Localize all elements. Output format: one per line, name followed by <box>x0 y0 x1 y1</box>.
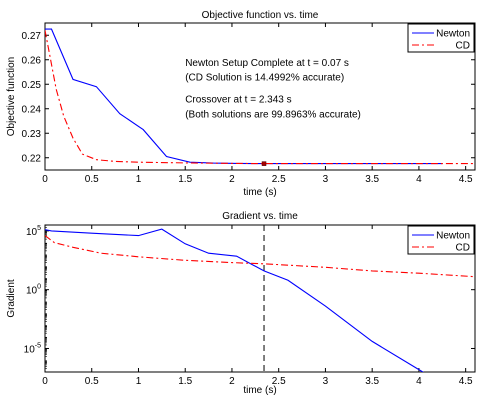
annotation-text: (CD Solution is 14.4992% accurate) <box>185 73 344 84</box>
y-axis-label: Objective function <box>6 57 17 137</box>
annotation-text: Crossover at t = 2.343 s <box>185 95 291 106</box>
legend-box <box>407 23 475 53</box>
chart-title: Objective function vs. time <box>202 10 319 21</box>
x-tick-label: 2.5 <box>272 174 286 185</box>
legend-label-cd: CD <box>456 41 470 52</box>
x-tick-label: 1 <box>136 174 142 185</box>
x-tick-label: 2.5 <box>272 376 286 387</box>
plot-area <box>45 228 475 372</box>
plot-frame <box>44 224 476 373</box>
annotation-text: (Both solutions are 99.8963% accurate) <box>185 109 361 120</box>
y-tick-exponent: 5 <box>37 225 41 232</box>
x-tick-label: 4 <box>416 376 422 387</box>
y-tick-exponent: 0 <box>37 284 41 291</box>
legend-label-cd: CD <box>456 243 470 254</box>
y-tick-label: 0.23 <box>22 129 42 140</box>
x-tick-label: 1.5 <box>178 174 192 185</box>
objective-chart: Objective function vs. time 0 0.5 1 1.5 2 2.5 3… <box>6 10 476 198</box>
x-axis-label: time (s) <box>243 385 276 396</box>
x-tick-label: 1.5 <box>178 376 192 387</box>
y-tick-label: 0.25 <box>22 80 42 91</box>
x-tick-label: 0.5 <box>85 376 99 387</box>
x-tick-label: 0 <box>42 174 48 185</box>
x-tick-label: 0 <box>42 376 48 387</box>
x-tick-label: 1 <box>136 376 142 387</box>
y-tick-label: 105 <box>26 225 41 238</box>
x-tick-label: 2 <box>229 376 235 387</box>
x-tick-label: 4.5 <box>459 376 473 387</box>
x-tick-label: 0.5 <box>85 174 99 185</box>
y-tick-base: 10 <box>24 344 36 355</box>
y-tick-exponent: -5 <box>35 342 41 349</box>
y-tick-label: 0.26 <box>22 55 42 66</box>
x-tick-label: 3.5 <box>365 376 379 387</box>
plot-frame <box>44 22 476 171</box>
annotation-text: Newton Setup Complete at t = 0.07 s <box>185 58 349 69</box>
legend-label-newton: Newton <box>436 29 470 40</box>
x-tick-label: 3 <box>323 376 329 387</box>
y-tick-label: 0.27 <box>22 31 42 42</box>
y-tick-label: 0.22 <box>22 153 42 164</box>
x-tick-label: 3.5 <box>365 174 379 185</box>
x-tick-label: 3 <box>323 174 329 185</box>
x-tick-label: 2 <box>229 174 235 185</box>
y-tick-base: 10 <box>26 227 38 238</box>
y-axis-label: Gradient <box>6 279 17 318</box>
series-line-cd <box>45 235 475 278</box>
y-tick-label: 0.24 <box>22 104 42 115</box>
legend-label-newton: Newton <box>436 231 470 242</box>
gradient-chart: Gradient vs. time 0 0.5 1 1.5 2 2.5 3 3.5 4 4.5 tim… <box>6 211 476 396</box>
x-axis-label: time (s) <box>243 187 276 198</box>
crossover-marker <box>261 161 267 166</box>
y-tick-label: 10-5 <box>24 342 41 355</box>
y-tick-label: 100 <box>26 284 41 297</box>
legend-box <box>407 225 475 255</box>
plot-area <box>45 28 475 165</box>
series-line-cd <box>45 30 475 165</box>
x-tick-label: 4 <box>416 174 422 185</box>
series-line-newton <box>45 228 424 372</box>
chart-title: Gradient vs. time <box>222 211 298 222</box>
x-tick-label: 4.5 <box>459 174 473 185</box>
y-tick-base: 10 <box>26 286 38 297</box>
